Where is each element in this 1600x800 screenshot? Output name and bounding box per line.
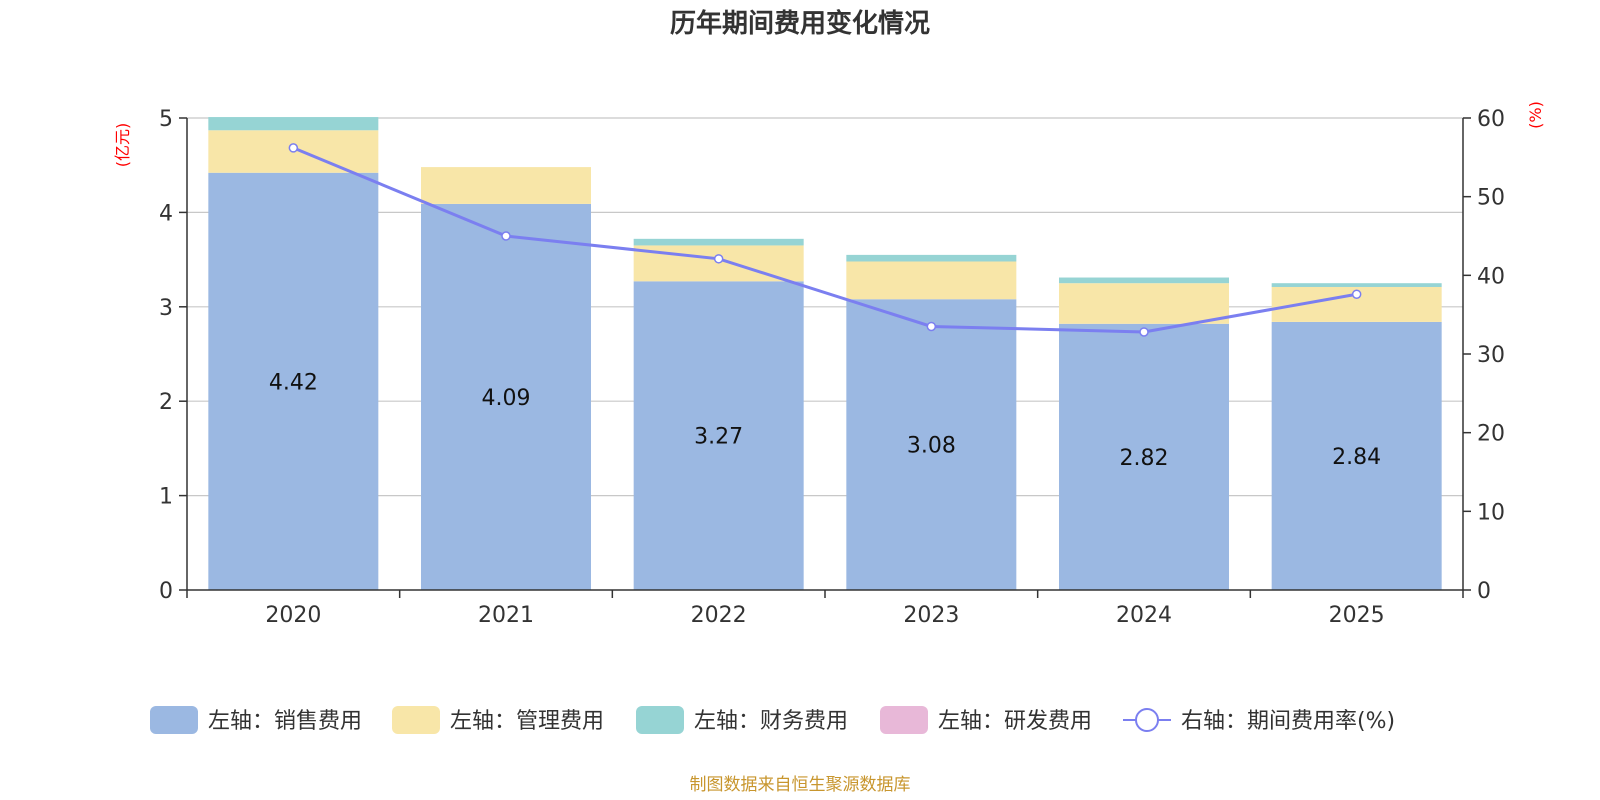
right-tick-label: 60: [1477, 107, 1505, 132]
legend-item[interactable]: 右轴：期间费用率(%): [1123, 708, 1395, 734]
x-tick-label: 2022: [691, 603, 747, 628]
left-tick-label: 5: [159, 107, 173, 132]
legend-item[interactable]: 左轴：研发费用: [880, 706, 1092, 734]
data-label: 4.42: [269, 370, 318, 395]
bar-segment: [208, 172, 379, 590]
right-tick-label: 20: [1477, 422, 1505, 447]
bar-segment: [421, 167, 591, 204]
legend-swatch[interactable]: [392, 706, 440, 734]
left-tick-label: 3: [159, 296, 173, 321]
bar-segment: [421, 203, 591, 591]
bar-segment: [1059, 283, 1229, 324]
x-tick-label: 2023: [903, 603, 959, 628]
right-tick-label: 0: [1477, 579, 1491, 604]
right-tick-label: 30: [1477, 343, 1505, 368]
legend-swatch[interactable]: [636, 706, 684, 734]
rate-point: [1351, 289, 1362, 299]
legend-label[interactable]: 左轴：销售费用: [208, 709, 362, 734]
legend-item[interactable]: 左轴：财务费用: [636, 706, 848, 734]
rate-point: [926, 321, 937, 332]
right-tick-label: 40: [1477, 264, 1505, 289]
legend-label[interactable]: 左轴：财务费用: [694, 709, 848, 734]
legend-item[interactable]: 左轴：销售费用: [150, 706, 362, 734]
left-tick-label: 2: [159, 390, 173, 415]
bar-segment: [846, 254, 1017, 262]
bar-segment: [633, 238, 804, 246]
data-label: 4.09: [482, 386, 531, 411]
x-tick-label: 2024: [1116, 603, 1172, 628]
bar-segment: [208, 117, 379, 131]
legend-label[interactable]: 右轴：期间费用率(%): [1181, 709, 1395, 734]
x-tick-label: 2025: [1329, 603, 1385, 628]
rate-line-series: [288, 143, 1362, 337]
legend-item[interactable]: 左轴：管理费用: [392, 706, 604, 734]
right-tick-label: 50: [1477, 186, 1505, 211]
data-labels: 4.42 4.09 3.27 3.08 2.82 2.84: [269, 370, 1381, 471]
legend-swatch[interactable]: [880, 706, 928, 734]
legend[interactable]: 左轴：销售费用 左轴：管理费用 左轴：财务费用 左轴：研发费用 右轴：期间费用率(%): [150, 706, 1395, 734]
left-tick-label: 0: [159, 579, 173, 604]
right-tick-label: 10: [1477, 500, 1505, 525]
left-axis-unit: (亿元): [113, 123, 132, 168]
legend-marker[interactable]: [1135, 708, 1159, 732]
bar-segment: [846, 261, 1017, 300]
chart-title: 历年期间费用变化情况: [670, 8, 930, 39]
bar-segment: [846, 299, 1017, 590]
bar-segment: [1271, 321, 1442, 590]
x-tick-label: 2021: [478, 603, 534, 628]
rate-point: [713, 254, 724, 264]
bar-segment: [1059, 323, 1229, 590]
source-note: 制图数据来自恒生聚源数据库: [690, 775, 911, 795]
rate-point: [288, 143, 299, 153]
left-tick-label: 4: [159, 201, 173, 226]
data-label: 2.84: [1332, 445, 1381, 470]
rate-line: [292, 146, 1357, 334]
data-label: 3.08: [907, 434, 956, 459]
left-tick-label: 1: [159, 485, 173, 510]
legend-swatch[interactable]: [150, 706, 198, 734]
gridlines: [187, 117, 1463, 497]
rate-point: [501, 231, 511, 241]
data-label: 3.27: [694, 425, 743, 450]
right-axis-unit: (%): [1526, 101, 1545, 129]
bar-segment: [633, 281, 804, 590]
bar-stacks: [208, 117, 1442, 591]
data-label: 2.82: [1120, 446, 1169, 471]
rate-point: [1139, 327, 1149, 337]
x-tick-label: 2020: [265, 603, 321, 628]
bar-segment: [1059, 277, 1229, 284]
legend-label[interactable]: 左轴：管理费用: [450, 709, 604, 734]
legend-label[interactable]: 左轴：研发费用: [938, 709, 1092, 734]
bar-segment: [1271, 283, 1442, 287]
